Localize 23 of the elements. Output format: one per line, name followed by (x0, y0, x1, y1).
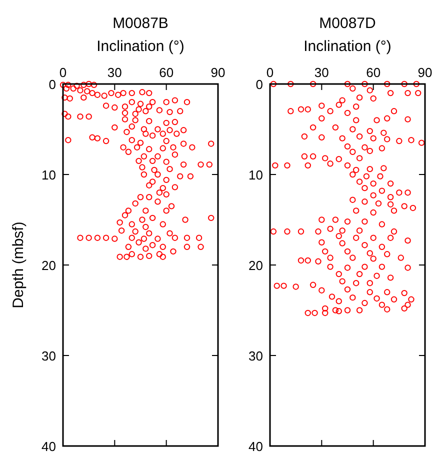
x-axis-title: Inclination (°) (304, 38, 392, 55)
x-tick-label: 30 (314, 65, 329, 80)
y-tick-label: 20 (42, 258, 56, 273)
x-axis-title: Inclination (°) (96, 38, 184, 55)
chart-title: M0087D (319, 15, 376, 32)
y-tick-label: 30 (248, 348, 263, 364)
y-tick-label: 30 (42, 348, 56, 364)
y-tick-label: 40 (42, 439, 56, 454)
y-tick-label: 10 (42, 168, 56, 182)
y-tick-label: 20 (248, 258, 263, 273)
y-tick-label: 10 (248, 168, 263, 182)
x-tick-label: 60 (366, 65, 381, 80)
x-tick-label: 60 (159, 65, 174, 80)
y-axis-title: Depth (mbsf) (10, 222, 27, 308)
x-tick-label: 0 (59, 65, 67, 80)
y-tick-label: 0 (48, 77, 56, 92)
y-tick-label: 40 (248, 439, 263, 454)
x-tick-label: 90 (210, 65, 226, 80)
x-tick-label: 0 (266, 65, 274, 80)
y-tick-label: 0 (256, 77, 263, 92)
x-tick-label: 90 (418, 65, 432, 80)
chart-title: M0087B (112, 15, 168, 32)
x-tick-label: 30 (107, 65, 122, 80)
